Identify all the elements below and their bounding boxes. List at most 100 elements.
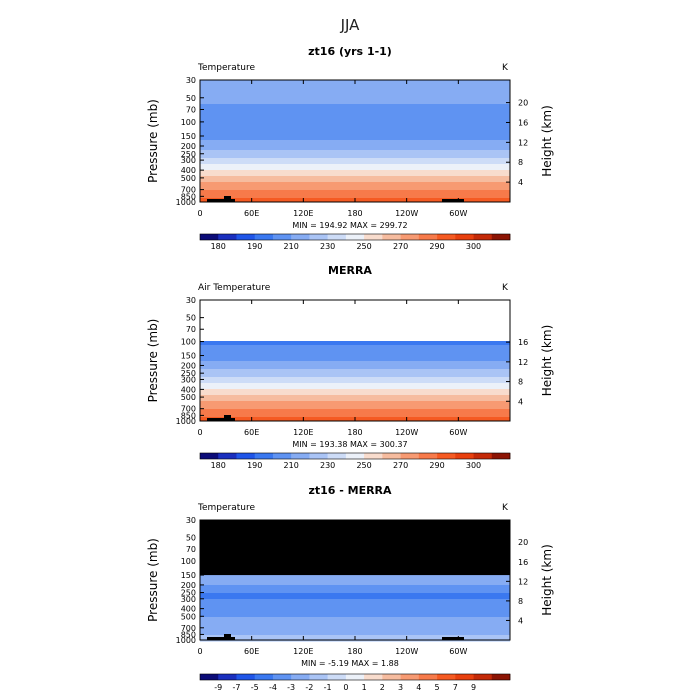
topography-mark	[442, 637, 464, 640]
field-band	[200, 104, 510, 107]
y-tick-label: 200	[181, 361, 196, 370]
panel-title: MERRA	[328, 264, 372, 277]
colorbar-label: -2	[305, 683, 313, 692]
y-tick-label: 400	[181, 605, 196, 614]
field-band	[200, 196, 510, 199]
field-band	[200, 349, 510, 352]
colorbar-label: 250	[356, 461, 371, 470]
field-band	[200, 363, 510, 366]
field-band	[200, 605, 510, 608]
y2-tick-label: 16	[518, 338, 528, 347]
topography-mark	[207, 637, 235, 640]
units-label: K	[502, 503, 509, 513]
colorbar-swatch	[473, 453, 493, 459]
y2-tick-label: 8	[518, 597, 523, 606]
colorbar-label: 0	[343, 683, 348, 692]
colorbar-label: 270	[393, 242, 408, 251]
field-band	[200, 595, 510, 598]
colorbar-swatch	[437, 453, 456, 459]
field-band	[200, 361, 510, 364]
colorbar-swatch	[437, 234, 456, 240]
field-band	[200, 170, 510, 173]
colorbar-label: 290	[429, 242, 444, 251]
field-band	[200, 599, 510, 602]
y-tick-label: 100	[181, 338, 196, 347]
field-band	[200, 575, 510, 578]
field-band	[200, 122, 510, 125]
y2-axis-title: Height (km)	[540, 105, 554, 176]
colorbar-swatch	[345, 453, 365, 459]
colorbar-label: 2	[380, 683, 385, 692]
y-tick-label: 30	[186, 76, 196, 85]
field-band	[200, 629, 510, 632]
colorbar-label: 300	[466, 461, 481, 470]
topography-mark	[207, 418, 235, 421]
colorbar-swatch	[200, 234, 219, 240]
field-band	[200, 158, 510, 161]
colorbar-swatch	[272, 453, 292, 459]
colorbar-swatch	[400, 453, 420, 459]
y-tick-label: 250	[181, 150, 196, 159]
colorbar-swatch	[345, 234, 365, 240]
units-label: K	[502, 63, 509, 73]
field-band	[200, 625, 510, 628]
y-tick-label: 50	[186, 533, 196, 542]
field-band	[200, 100, 510, 103]
field-band	[200, 341, 510, 344]
colorbar-swatch	[309, 234, 328, 240]
topography-mark	[442, 199, 464, 202]
colorbar-swatch	[400, 234, 420, 240]
y-tick-label: 700	[181, 186, 196, 195]
field-band	[200, 615, 510, 618]
field-band	[200, 353, 510, 356]
y-tick-label: 300	[181, 156, 196, 165]
field-band	[200, 166, 510, 169]
colorbar-swatch	[327, 234, 347, 240]
colorbar-label: 190	[247, 461, 262, 470]
colorbar-swatch	[218, 234, 237, 240]
units-label: K	[502, 283, 509, 293]
field-band	[200, 136, 510, 139]
colorbar-swatch	[364, 674, 383, 680]
colorbar-swatch	[291, 234, 310, 240]
stats-label: MIN = 194.92 MAX = 299.72	[292, 221, 407, 230]
field-band	[200, 184, 510, 187]
page-title: JJA	[340, 16, 361, 34]
x-tick-label: 60W	[449, 209, 467, 218]
colorbar-swatch	[218, 453, 237, 459]
colorbar-label: 9	[471, 683, 476, 692]
colorbar-swatch	[382, 674, 401, 680]
colorbar-label: -3	[287, 683, 295, 692]
colorbar-swatch	[418, 453, 438, 459]
field-band	[200, 178, 510, 181]
y-tick-label: 250	[181, 369, 196, 378]
x-tick-label: 120E	[293, 428, 313, 437]
y2-tick-label: 16	[518, 118, 528, 127]
field-band	[200, 585, 510, 588]
field-band	[200, 160, 510, 163]
y-tick-label: 1000	[176, 417, 196, 426]
field-band	[200, 609, 510, 612]
y-tick-label: 1000	[176, 636, 196, 645]
field-band	[200, 393, 510, 396]
field-band	[200, 172, 510, 175]
colorbar-label: 300	[466, 242, 481, 251]
field-band	[200, 413, 510, 416]
colorbar-swatch	[400, 674, 420, 680]
panel-title: zt16 (yrs 1-1)	[308, 45, 392, 58]
field-band	[200, 621, 510, 624]
colorbar-label: 3	[398, 683, 403, 692]
colorbar-label: 210	[284, 242, 299, 251]
colorbar-label: 210	[284, 461, 299, 470]
colorbar-swatch	[327, 674, 347, 680]
colorbar-swatch	[236, 234, 256, 240]
field-band	[200, 176, 510, 179]
x-tick-label: 180	[347, 209, 362, 218]
field-band	[200, 116, 510, 119]
field-band	[200, 355, 510, 358]
colorbar-label: 5	[435, 683, 440, 692]
field-band	[200, 369, 510, 372]
field-band	[200, 138, 510, 141]
masked-region	[200, 520, 510, 576]
x-tick-label: 120W	[395, 428, 418, 437]
